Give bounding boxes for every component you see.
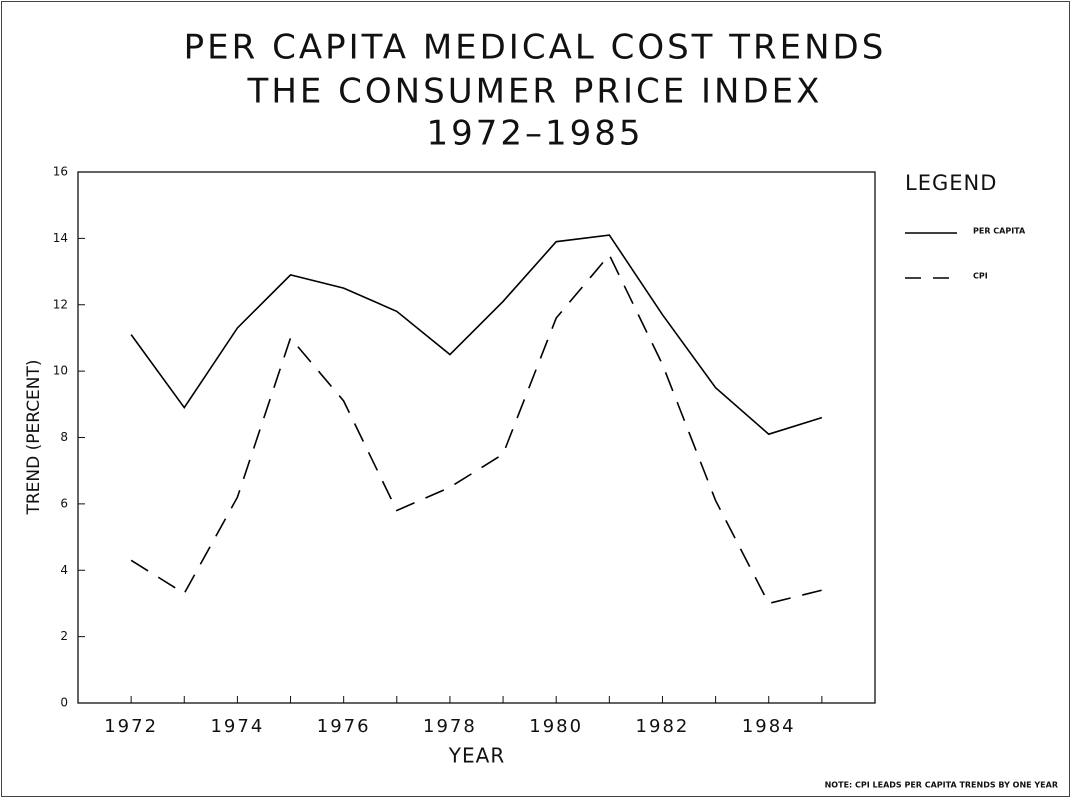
plot-area	[77, 171, 876, 704]
x-tick-label: 1976	[317, 716, 371, 737]
legend-label: PER CAPITA	[973, 227, 1026, 236]
y-tick-label: 4	[60, 563, 68, 577]
legend-title: LEGEND	[905, 171, 997, 195]
x-tick-label: 1980	[529, 716, 583, 737]
y-tick-label: 12	[53, 297, 68, 311]
note: NOTE: CPI LEADS PER CAPITA TRENDS BY ONE…	[825, 781, 1058, 790]
y-tick-label: 0	[60, 696, 68, 710]
x-axis-label: YEAR	[448, 744, 505, 768]
chart-title: THE CONSUMER PRICE INDEX	[247, 72, 823, 112]
y-tick-label: 6	[60, 496, 68, 510]
y-tick-label: 14	[53, 231, 68, 245]
x-tick-label: 1978	[423, 716, 477, 737]
y-axis-label: TREND (PERCENT)	[24, 359, 44, 515]
y-tick-label: 16	[53, 165, 68, 179]
chart-title: 1972–1985	[426, 114, 643, 154]
x-tick-label: 1982	[636, 716, 690, 737]
y-tick-label: 8	[60, 430, 68, 444]
legend-label: CPI	[973, 272, 988, 281]
series-line	[130, 234, 823, 436]
x-tick-label: 1972	[104, 716, 158, 737]
series-line	[130, 253, 823, 605]
y-tick-label: 10	[53, 364, 68, 378]
x-tick-label: 1984	[742, 716, 796, 737]
x-tick-label: 1974	[210, 716, 264, 737]
chart-title: PER CAPITA MEDICAL COST TRENDS	[184, 28, 887, 68]
y-tick-label: 2	[60, 629, 68, 643]
